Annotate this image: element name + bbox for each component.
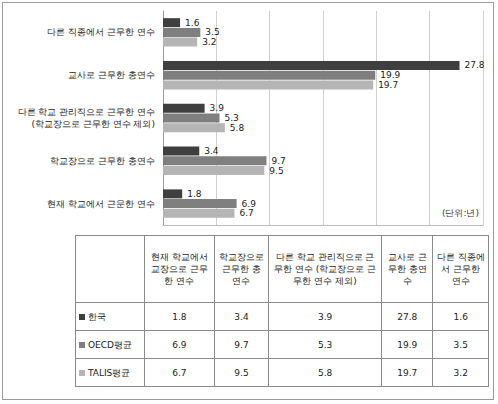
svg-text:3.5: 3.5: [205, 27, 219, 37]
html-text:1.6: 1.6: [453, 311, 468, 322]
svg-text:19.7: 19.7: [378, 80, 398, 90]
svg-text:(학교장으로 근무한 연수 제외): (학교장으로 근무한 연수 제외): [31, 119, 155, 129]
svg-text:3.2: 3.2: [202, 37, 216, 47]
html-text:9.7: 9.7: [234, 339, 249, 350]
html-text:19.9: 19.9: [397, 339, 418, 350]
html-text:OECD평균: OECD평균: [88, 339, 132, 350]
html-text:다른 직종에서 근무한 연수: 다른 직종에서 근무한 연수: [436, 252, 485, 286]
html-text:3.4: 3.4: [234, 311, 249, 322]
html-text:1.8: 1.8: [172, 311, 187, 322]
svg-text:9.7: 9.7: [271, 156, 285, 166]
html-text:6.9: 6.9: [172, 339, 187, 350]
html-text:TALIS평균: TALIS평균: [88, 367, 131, 378]
svg-text:19.9: 19.9: [380, 70, 400, 80]
svg-text:27.8: 27.8: [465, 60, 485, 70]
html-text:3.9: 3.9: [317, 311, 333, 322]
svg-text:학교장으로 근무한 총연수: 학교장으로 근무한 총연수: [50, 156, 155, 166]
svg-text:5.8: 5.8: [230, 123, 245, 133]
html-text:5.3: 5.3: [317, 339, 333, 350]
svg-text:1.6: 1.6: [185, 18, 200, 28]
svg-text:9.5: 9.5: [269, 166, 283, 176]
svg-text:다른 학교 관리직으로 근무한 연수: 다른 학교 관리직으로 근무한 연수: [18, 107, 155, 117]
svg-text:3.4: 3.4: [204, 146, 219, 156]
html-text:교사로 근무한 총연수: 교사로 근무한 총연수: [387, 252, 427, 286]
html-text:다른 학교 관리직으로 근무한 연수 (학교장으로 근무한: 다른 학교 관리직으로 근무한 연수 (학교장으로 근무한 연수 제외): [274, 252, 377, 286]
svg-text:1.8: 1.8: [187, 189, 202, 199]
html-text:현재 학교에서 교장으로 근무한 연수: 현재 학교에서 교장으로 근무한 연수: [150, 252, 208, 286]
svg-text:(단위:년): (단위:년): [442, 208, 479, 218]
html-text:9.5: 9.5: [234, 367, 249, 378]
svg-text:5.3: 5.3: [225, 113, 239, 123]
html-text:27.8: 27.8: [397, 311, 418, 322]
html-text:3.5: 3.5: [453, 339, 468, 350]
html-text:학교장으로 근무한 총연수: 학교장으로 근무한 총연수: [219, 252, 264, 286]
svg-text:현재 학교에서 근문한 연수: 현재 학교에서 근문한 연수: [47, 199, 155, 209]
html-text:5.8: 5.8: [317, 367, 333, 378]
svg-text:3.9: 3.9: [210, 103, 225, 113]
svg-text:6.7: 6.7: [239, 208, 253, 218]
svg-text:교사로 근무한 총연수: 교사로 근무한 총연수: [68, 70, 155, 80]
svg-text:6.9: 6.9: [242, 199, 257, 209]
svg-text:다른 직종에서 근무한 연수: 다른 직종에서 근무한 연수: [47, 27, 155, 37]
html-text:19.7: 19.7: [397, 367, 418, 378]
html-text:3.2: 3.2: [453, 367, 468, 378]
html-text:6.7: 6.7: [172, 367, 187, 378]
html-text:한국: 한국: [88, 311, 106, 322]
